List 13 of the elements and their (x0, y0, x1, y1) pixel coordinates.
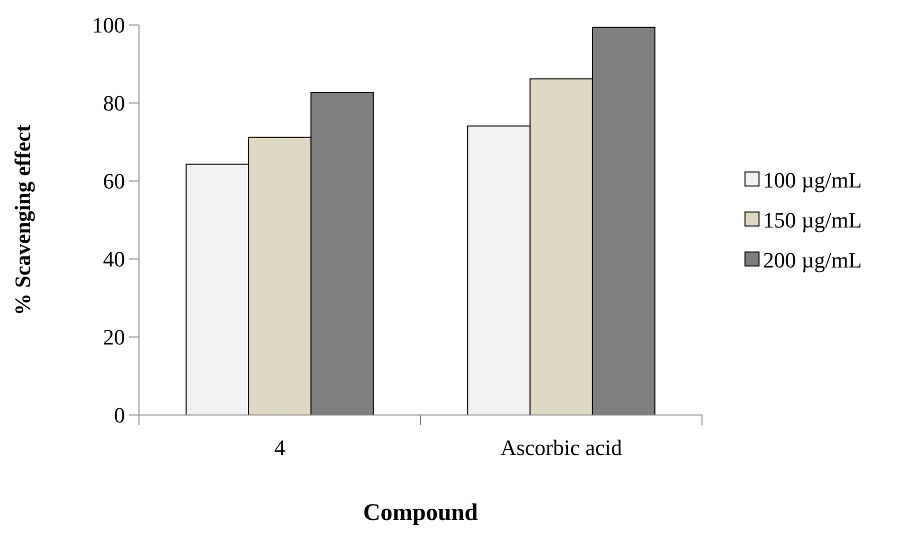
y-tick-label: 20 (103, 324, 125, 350)
legend-label: 150 µg/mL (763, 208, 862, 233)
y-tick-label: 0 (114, 402, 125, 428)
legend-label: 100 µg/mL (763, 168, 862, 193)
legend-label: 200 µg/mL (763, 248, 862, 273)
x-tick-label: 4 (274, 435, 286, 460)
x-tick-label: Ascorbic acid (500, 435, 622, 460)
y-tick-label: 80 (103, 90, 125, 116)
y-tick-label: 60 (103, 168, 125, 194)
y-tick-label: 40 (103, 246, 125, 272)
y-axis-title: % Scavenging effect (10, 124, 35, 316)
y-tick-label: 100 (92, 12, 125, 38)
x-axis-title: Compound (363, 500, 479, 526)
